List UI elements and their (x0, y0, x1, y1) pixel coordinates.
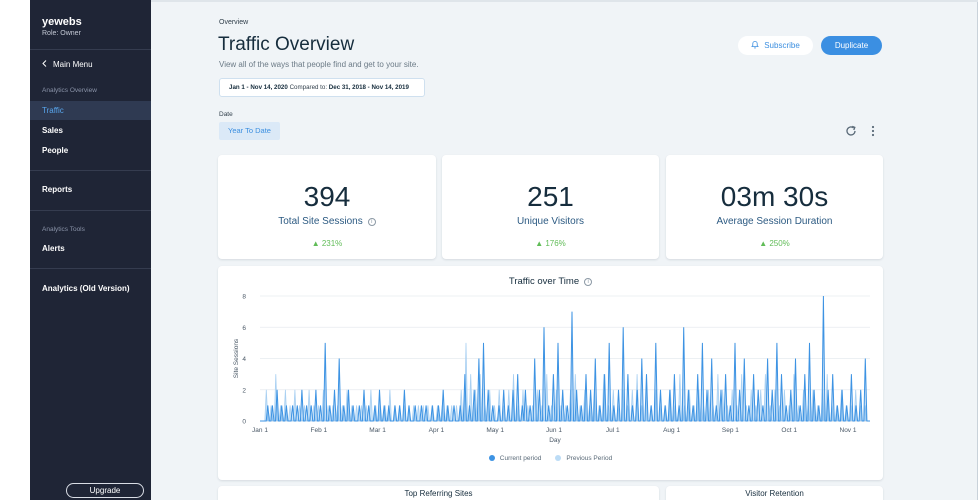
legend-previous[interactable]: Previous Period (555, 455, 612, 462)
stat-value: 394 (303, 181, 351, 212)
legend-current-label: Current period (499, 455, 542, 462)
top-referring-sites-card: Top Referring Sites (218, 486, 659, 500)
sidebar-item-traffic[interactable]: Traffic (30, 101, 151, 120)
x-tick-label: Oct 1 (781, 427, 797, 434)
duplicate-button[interactable]: Duplicate (821, 36, 882, 55)
range-main: Jan 1 - Nov 14, 2020 (229, 84, 288, 91)
previous-period-line (260, 342, 870, 422)
more-options-icon[interactable] (869, 124, 877, 142)
previous-period-area (260, 342, 870, 421)
main-menu-link[interactable]: Main Menu (42, 60, 93, 69)
sidebar-divider (30, 170, 151, 171)
stat-card-sessions: 394 Total Site Sessions i ▲ 231% (218, 155, 436, 259)
chevron-left-icon (42, 60, 47, 69)
subscribe-label: Subscribe (764, 41, 800, 50)
stat-card-duration: 03m 30s Average Session Duration ▲ 250% (666, 155, 883, 259)
stat-label-text: Total Site Sessions (278, 216, 363, 227)
section-analytics-overview: Analytics Overview (42, 87, 97, 94)
stat-value: 251 (527, 181, 574, 212)
date-filter-label: Date (219, 111, 233, 118)
info-icon[interactable]: i (367, 217, 376, 226)
traffic-chart[interactable]: 0 2 4 6 8 Site Sessions Jan 1 Feb 1 Mar 1 Apr 1 Ma… (218, 266, 883, 451)
chart-title-text: Traffic over Time (508, 276, 580, 287)
sidebar-item-reports[interactable]: Reports (42, 185, 73, 194)
stat-label: Total Site Sessions i (218, 216, 436, 227)
current-period-area (260, 296, 870, 421)
range-compare: Dec 31, 2018 - Nov 14, 2019 (328, 84, 409, 91)
x-tick-label: Jun 1 (546, 427, 562, 434)
sidebar-item-old-version[interactable]: Analytics (Old Version) (42, 284, 130, 293)
date-filter-select[interactable]: Year To Date (219, 122, 280, 140)
info-icon[interactable]: i (584, 277, 593, 286)
current-period-line (260, 295, 870, 422)
visitor-retention-card: Visitor Retention (666, 486, 883, 500)
site-name[interactable]: yewebs (42, 16, 82, 28)
sidebar: yewebs Role: Owner Main Menu Analytics O… (30, 0, 151, 500)
y-axis-label: Site Sessions (233, 338, 240, 378)
traffic-chart-card: Traffic over Time i 0 2 4 6 8 Site Sessions Ja… (218, 266, 883, 480)
stat-change: ▲ 176% (535, 239, 566, 248)
page-title: Traffic Overview (218, 34, 355, 55)
y-tick-label: 6 (242, 325, 246, 332)
range-compare-label: Compared to: (289, 84, 328, 91)
y-tick-label: 0 (242, 419, 246, 426)
sidebar-item-people[interactable]: People (42, 146, 69, 155)
stat-label: Average Session Duration (716, 216, 833, 227)
user-role: Role: Owner (42, 30, 81, 37)
sidebar-divider (30, 268, 151, 269)
breadcrumb[interactable]: Overview (219, 19, 249, 26)
bell-icon (751, 40, 760, 51)
card-title: Top Referring Sites (404, 489, 473, 498)
x-tick-label: Mar 1 (369, 427, 386, 434)
chart-legend: Current period Previous Period (218, 455, 883, 462)
stat-value: 03m 30s (720, 181, 829, 212)
y-tick-label: 4 (242, 356, 246, 363)
x-tick-label: Sep 1 (722, 427, 739, 434)
main-menu-label: Main Menu (53, 60, 93, 69)
chart-title: Traffic over Time i (218, 276, 883, 287)
x-tick-label: Jul 1 (606, 427, 620, 434)
section-analytics-tools: Analytics Tools (42, 226, 85, 233)
y-tick-label: 2 (242, 387, 246, 394)
x-axis-label: Day (549, 437, 561, 444)
sidebar-divider (30, 210, 151, 211)
x-tick-label: Nov 1 (840, 427, 857, 434)
card-title: Visitor Retention (745, 489, 804, 498)
x-tick-label: Aug 1 (663, 427, 680, 434)
x-tick-label: May 1 (486, 427, 504, 434)
stat-card-visitors: 251 Unique Visitors ▲ 176% (442, 155, 659, 259)
y-tick-label: 8 (242, 294, 246, 301)
stat-change: ▲ 231% (311, 239, 343, 248)
refresh-icon[interactable] (845, 124, 857, 142)
stat-label: Unique Visitors (516, 216, 585, 227)
page-subtitle: View all of the ways that people find an… (219, 60, 419, 69)
date-range-summary[interactable]: Jan 1 - Nov 14, 2020 Compared to: Dec 31… (219, 78, 425, 97)
legend-current[interactable]: Current period (488, 455, 542, 462)
stat-change: ▲ 250% (759, 239, 790, 248)
sidebar-item-sales[interactable]: Sales (42, 126, 63, 135)
legend-previous-label: Previous Period (566, 455, 613, 462)
top-border (30, 0, 978, 2)
subscribe-button[interactable]: Subscribe (738, 36, 813, 55)
x-tick-label: Jan 1 (252, 427, 268, 434)
sidebar-item-alerts[interactable]: Alerts (42, 244, 65, 253)
x-tick-label: Feb 1 (310, 427, 327, 434)
x-tick-label: Apr 1 (429, 427, 445, 434)
upgrade-button[interactable]: Upgrade (66, 483, 144, 498)
sidebar-divider (30, 49, 151, 50)
